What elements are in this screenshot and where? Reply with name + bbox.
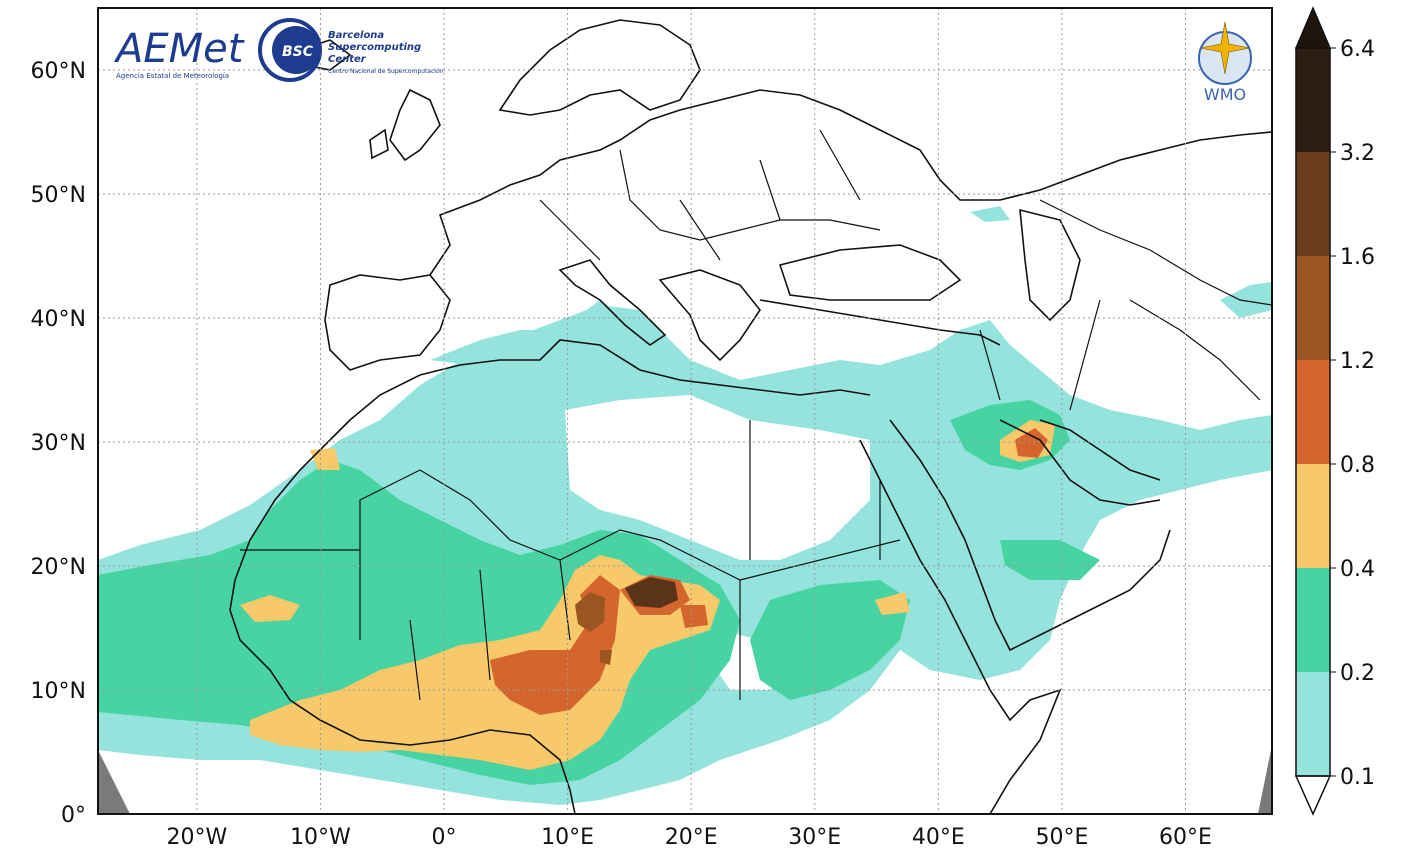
longitude-tick-label: 20°E	[665, 825, 718, 850]
longitude-tick-label: 40°E	[912, 825, 965, 850]
colorbar-extend-low	[1294, 775, 1332, 816]
longitude-tick-label: 10°E	[541, 825, 594, 850]
dust-level-0-8-gulf	[1015, 428, 1048, 458]
wmo-star-icon	[1199, 21, 1251, 75]
colorbar-tick-label: 6.4	[1340, 37, 1375, 62]
colorbar-bin-6	[1296, 48, 1330, 152]
dust-level-1-2	[575, 592, 612, 665]
dust-level-0-2-sahel	[750, 580, 910, 700]
colorbar-tick-label: 1.2	[1340, 349, 1375, 374]
dust-level-0-1-east	[970, 206, 1272, 318]
bsc-line-1: Barcelona	[328, 30, 384, 41]
latitude-tick-label: 30°N	[31, 431, 86, 456]
dust-field	[98, 206, 1272, 814]
colorbar-extend-high	[1294, 6, 1332, 49]
wmo-logo: WMO	[1198, 21, 1252, 104]
colorbar-bin-1	[1296, 568, 1330, 672]
latitude-tick-label: 10°N	[31, 679, 86, 704]
bsc-badge: BSC	[282, 44, 314, 60]
bsc-logo: BSC Barcelona Supercomputing Center Cent…	[258, 18, 444, 82]
colorbar-tick-label: 0.8	[1340, 453, 1375, 478]
aemet-logo-subtitle: Agencia Estatal de Meteorología	[116, 72, 229, 80]
longitude-tick-label: 30°E	[788, 825, 841, 850]
colorbar-bin-4	[1296, 256, 1330, 360]
no-data-left	[98, 750, 130, 814]
bsc-line-2: Supercomputing	[328, 42, 421, 53]
wmo-logo-text: WMO	[1204, 85, 1246, 104]
colorbar-tick-label: 0.1	[1340, 765, 1375, 790]
dust-gap	[565, 395, 870, 560]
latitude-tick-label: 40°N	[31, 307, 86, 332]
colorbar-bin-0	[1296, 672, 1330, 776]
colorbar-tick-label: 1.6	[1340, 245, 1375, 270]
aemet-logo-text: AEMet	[113, 26, 245, 72]
aemet-logo: AEMet Agencia Estatal de Meteorología	[113, 26, 245, 80]
latitude-tick-label: 60°N	[31, 59, 86, 84]
colorbar-frame	[1295, 47, 1331, 777]
bsc-line-3: Center	[328, 54, 367, 65]
longitude-tick-label: 20°W	[166, 825, 227, 850]
colorbar-bin-3	[1296, 360, 1330, 464]
colorbar-bin-5	[1296, 152, 1330, 256]
bsc-ring-inner	[272, 26, 320, 74]
map-frame	[97, 7, 1273, 815]
colorbar-tick-label: 3.2	[1340, 141, 1375, 166]
bsc-subtitle: Centro Nacional de Supercomputación	[328, 68, 444, 75]
dust-level-0-2-arabia	[1000, 540, 1100, 580]
latitude-tick-label: 0°	[61, 803, 86, 828]
colorbar-tick-label: 0.4	[1340, 557, 1375, 582]
dust-level-1-6	[625, 577, 678, 608]
map-panel	[97, 7, 1273, 815]
coastlines	[229, 19, 1272, 814]
latitude-tick-labels: 0° 10°N 20°N 30°N 40°N 50°N 60°N	[31, 59, 86, 828]
longitude-tick-labels: 20°W 10°W 0° 10°E 20°E 30°E 40°E 50°E 60°E	[166, 825, 1211, 850]
longitude-tick-label: 10°W	[290, 825, 351, 850]
no-data-right	[1258, 745, 1272, 814]
latitude-tick-label: 20°N	[31, 555, 86, 580]
longitude-tick-label: 50°E	[1035, 825, 1088, 850]
colorbar-tick-label: 0.2	[1340, 661, 1375, 686]
latitude-tick-label: 50°N	[31, 183, 86, 208]
longitude-tick-label: 0°	[432, 825, 457, 850]
longitude-tick-label: 60°E	[1159, 825, 1212, 850]
colorbar-bin-2	[1296, 464, 1330, 568]
dust-level-0-1-north	[430, 300, 620, 365]
colorbar: 0.1 0.2 0.4 0.8 1.2 1.6 3.2 6.4	[1294, 6, 1375, 816]
